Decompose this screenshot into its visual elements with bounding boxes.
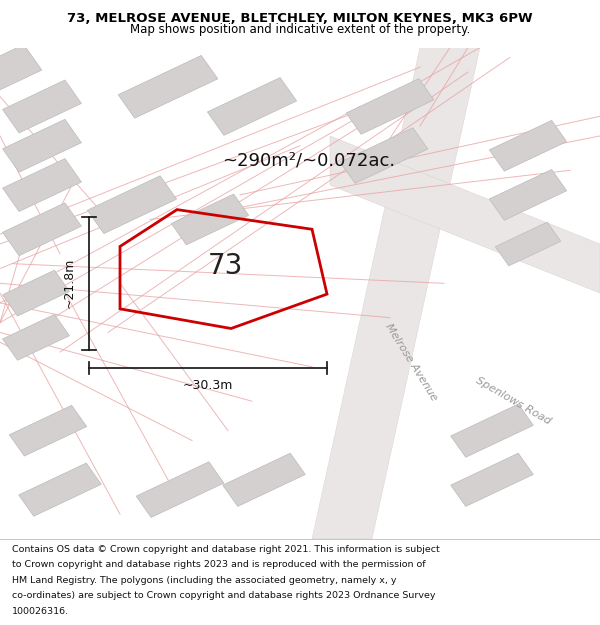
- Text: ~30.3m: ~30.3m: [183, 379, 233, 392]
- Polygon shape: [10, 405, 86, 456]
- Polygon shape: [312, 48, 480, 539]
- Text: Contains OS data © Crown copyright and database right 2021. This information is : Contains OS data © Crown copyright and d…: [12, 545, 440, 554]
- Polygon shape: [88, 176, 176, 234]
- Polygon shape: [451, 404, 533, 458]
- Text: HM Land Registry. The polygons (including the associated geometry, namely x, y: HM Land Registry. The polygons (includin…: [12, 576, 397, 585]
- Polygon shape: [346, 79, 434, 134]
- Text: co-ordinates) are subject to Crown copyright and database rights 2023 Ordnance S: co-ordinates) are subject to Crown copyr…: [12, 591, 436, 601]
- Polygon shape: [0, 44, 42, 90]
- Text: 100026316.: 100026316.: [12, 607, 69, 616]
- Polygon shape: [490, 169, 566, 220]
- Polygon shape: [136, 462, 224, 518]
- Polygon shape: [223, 453, 305, 506]
- Polygon shape: [2, 80, 82, 133]
- Text: 73: 73: [208, 252, 242, 280]
- Polygon shape: [2, 203, 82, 256]
- Polygon shape: [2, 270, 70, 316]
- Text: Melrose Avenue: Melrose Avenue: [383, 321, 439, 402]
- Polygon shape: [2, 159, 82, 211]
- Text: ~290m²/~0.072ac.: ~290m²/~0.072ac.: [222, 151, 395, 169]
- Polygon shape: [495, 222, 561, 266]
- Polygon shape: [118, 56, 218, 118]
- Polygon shape: [340, 127, 428, 183]
- Text: to Crown copyright and database rights 2023 and is reproduced with the permissio: to Crown copyright and database rights 2…: [12, 560, 425, 569]
- Polygon shape: [330, 136, 600, 293]
- Polygon shape: [208, 78, 296, 136]
- Polygon shape: [2, 314, 70, 360]
- Text: Map shows position and indicative extent of the property.: Map shows position and indicative extent…: [130, 22, 470, 36]
- Text: ~21.8m: ~21.8m: [63, 258, 76, 309]
- Text: 73, MELROSE AVENUE, BLETCHLEY, MILTON KEYNES, MK3 6PW: 73, MELROSE AVENUE, BLETCHLEY, MILTON KE…: [67, 12, 533, 25]
- Polygon shape: [2, 119, 82, 172]
- Polygon shape: [451, 453, 533, 506]
- Polygon shape: [490, 121, 566, 171]
- Text: Spenlows Road: Spenlows Road: [474, 376, 552, 427]
- Polygon shape: [172, 194, 248, 245]
- Polygon shape: [19, 463, 101, 516]
